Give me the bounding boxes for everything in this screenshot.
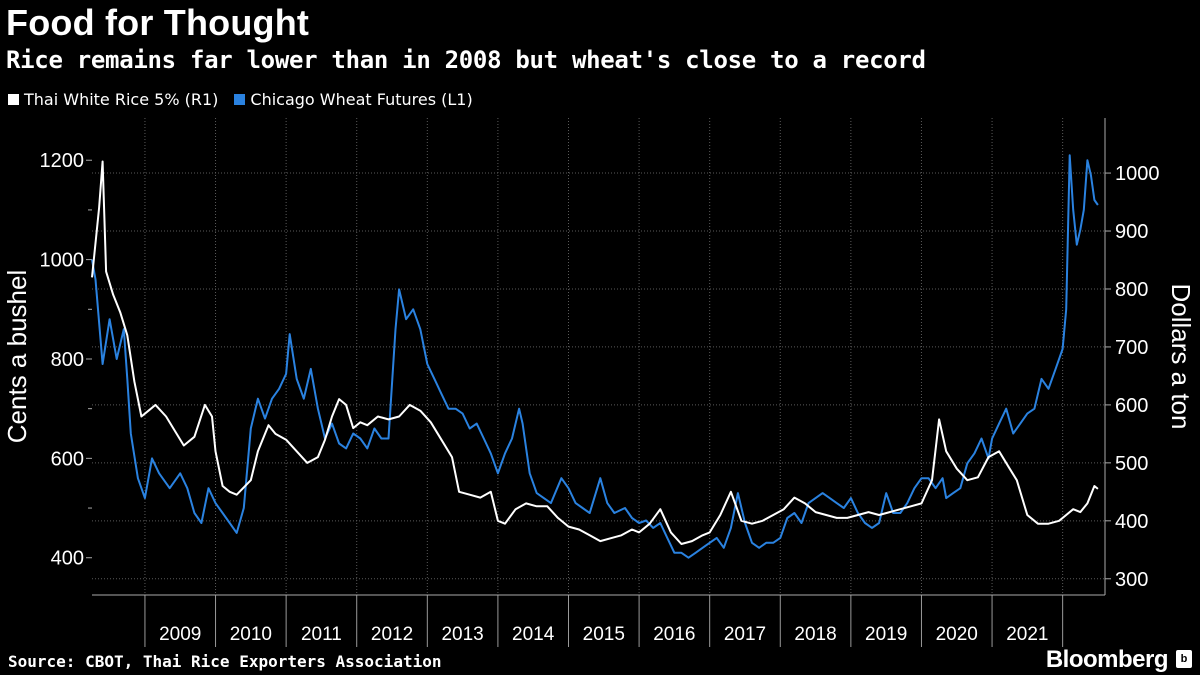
- legend-item-rice: Thai White Rice 5% (R1): [8, 90, 218, 109]
- legend-swatch-wheat: [234, 94, 246, 105]
- right-tick-label: 500: [1115, 453, 1148, 475]
- left-tick-label: 600: [51, 448, 84, 470]
- x-tick-label: 2010: [230, 624, 272, 645]
- right-tick-label: 800: [1115, 279, 1148, 301]
- wheat-series-line: [91, 154, 1099, 559]
- bloomberg-terminal-icon: b: [1176, 650, 1192, 668]
- right-tick-label: 300: [1115, 569, 1148, 591]
- left-tick-label: 400: [51, 548, 84, 570]
- x-tick-label: 2019: [865, 624, 907, 645]
- legend-item-wheat: Chicago Wheat Futures (L1): [234, 90, 473, 109]
- x-tick-label: 2020: [936, 624, 978, 645]
- bloomberg-logo: Bloomberg: [1045, 646, 1169, 673]
- x-tick-label: 2015: [583, 624, 625, 645]
- source-note: Source: CBOT, Thai Rice Exporters Associ…: [8, 652, 442, 671]
- left-tick-label: 1000: [40, 250, 85, 272]
- x-tick-label: 2016: [653, 624, 695, 645]
- x-tick-label: 2011: [301, 624, 342, 645]
- legend-label-rice: Thai White Rice 5% (R1): [24, 90, 219, 109]
- right-tick-label: 700: [1115, 337, 1148, 359]
- legend-label-wheat: Chicago Wheat Futures (L1): [250, 90, 473, 109]
- right-axis-label: Dollars a ton: [1166, 284, 1196, 430]
- chart-subtitle: Rice remains far lower than in 2008 but …: [6, 46, 926, 74]
- rice-series-line: [91, 160, 1099, 545]
- left-tick-label: 800: [51, 349, 84, 371]
- x-tick-label: 2014: [512, 624, 555, 645]
- chart-title: Food for Thought: [6, 2, 310, 43]
- right-tick-label: 1000: [1115, 163, 1160, 185]
- x-tick-label: 2012: [371, 624, 413, 645]
- right-tick-label: 600: [1115, 395, 1148, 417]
- x-tick-label: 2013: [441, 624, 483, 645]
- x-tick-label: 2018: [794, 624, 836, 645]
- left-tick-label: 1200: [40, 150, 85, 172]
- right-tick-label: 400: [1115, 511, 1148, 533]
- x-tick-label: 2009: [159, 624, 201, 645]
- right-tick-label: 900: [1115, 221, 1148, 243]
- legend: Thai White Rice 5% (R1) Chicago Wheat Fu…: [8, 90, 473, 109]
- left-axis-label: Cents a bushel: [2, 270, 32, 443]
- x-tick-label: 2021: [1006, 624, 1048, 645]
- legend-swatch-rice: [8, 94, 19, 105]
- x-tick-label: 2017: [724, 624, 766, 645]
